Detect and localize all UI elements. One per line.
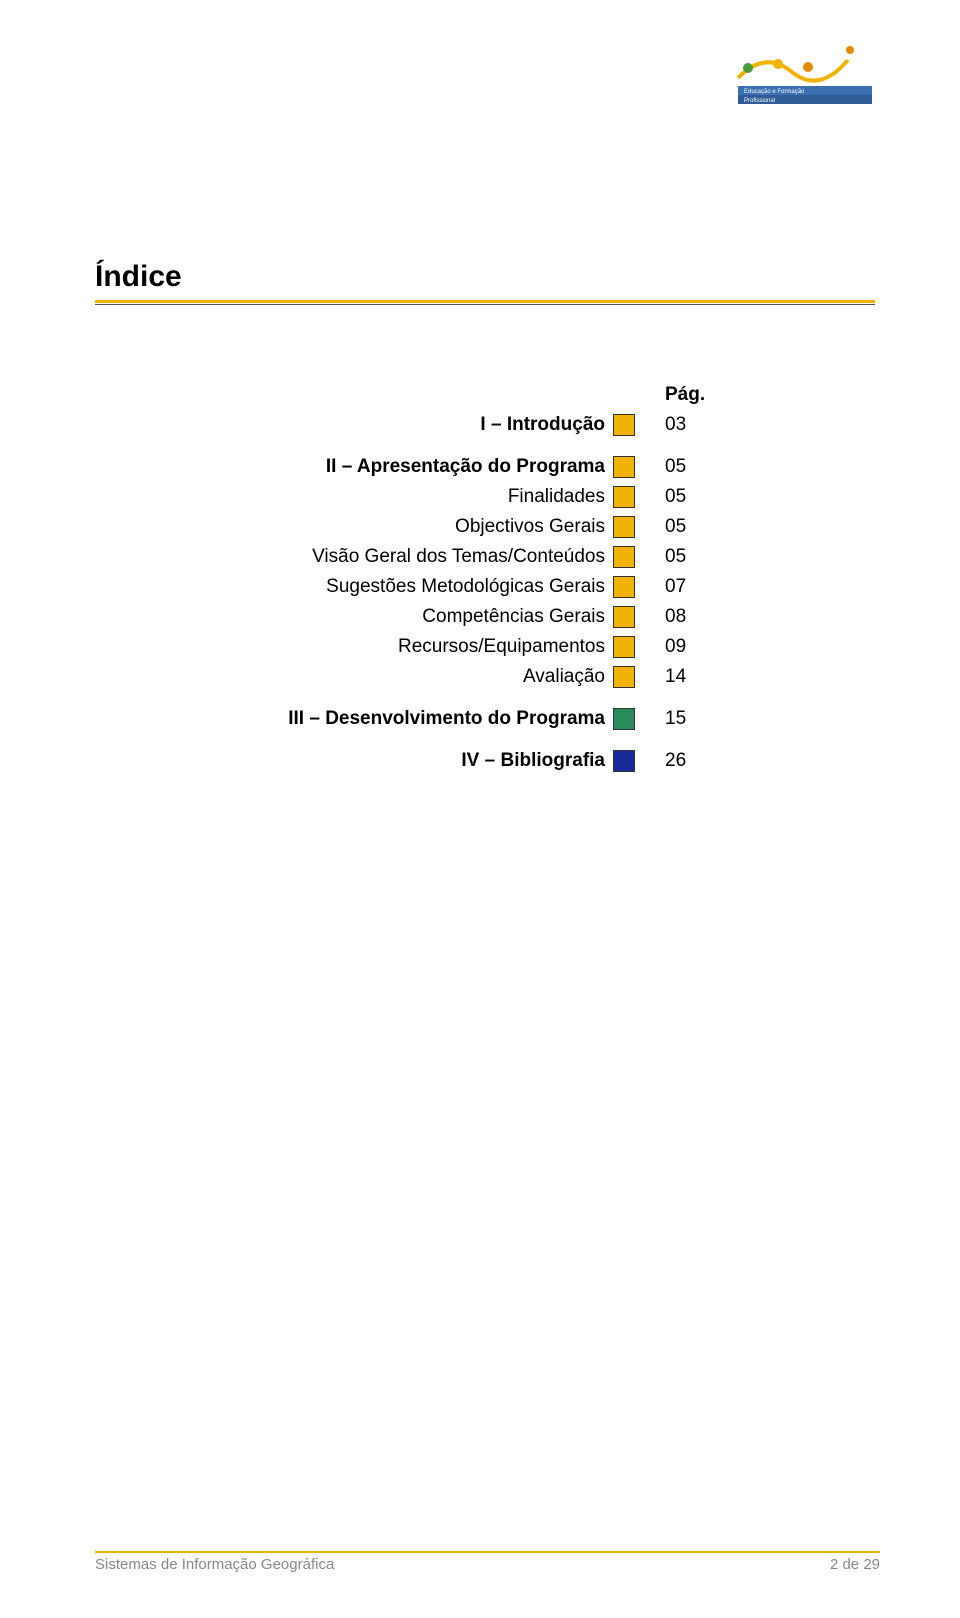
toc-page-number: 03 xyxy=(665,410,725,440)
toc-page-number: 09 xyxy=(665,632,725,662)
toc-page-number: 07 xyxy=(665,572,725,602)
toc-label: Competências Gerais xyxy=(422,606,611,628)
toc-page-header: Pág. xyxy=(665,380,725,410)
toc-spacer xyxy=(665,440,725,452)
toc-spacer xyxy=(288,440,635,452)
toc-spacer xyxy=(665,734,725,746)
toc-page-number: 15 xyxy=(665,704,725,734)
toc-row: Competências Gerais xyxy=(288,602,635,632)
toc-row: Objectivos Gerais xyxy=(288,512,635,542)
toc-color-marker xyxy=(613,456,635,478)
toc-row: I – Introdução xyxy=(288,410,635,440)
toc-color-marker xyxy=(613,708,635,730)
toc-label: II – Apresentação do Programa xyxy=(326,456,611,478)
underline-secondary xyxy=(95,304,875,305)
logo-icon: Educação e Formação Profissional xyxy=(730,40,880,110)
footer-left: Sistemas de Informação Geográfica xyxy=(95,1556,334,1573)
toc-spacer xyxy=(288,734,635,746)
toc-label: Finalidades xyxy=(508,486,611,508)
toc-color-marker xyxy=(613,486,635,508)
footer: Sistemas de Informação Geográfica 2 de 2… xyxy=(95,1551,880,1573)
toc-label: Avaliação xyxy=(523,666,611,688)
toc-color-marker xyxy=(613,606,635,628)
toc-row: Finalidades xyxy=(288,482,635,512)
header-logo: Educação e Formação Profissional xyxy=(730,40,880,110)
toc-row: Sugestões Metodológicas Gerais xyxy=(288,572,635,602)
toc-label: III – Desenvolvimento do Programa xyxy=(288,708,611,730)
toc-label: Recursos/Equipamentos xyxy=(398,636,611,658)
toc-label: I – Introdução xyxy=(480,414,611,436)
toc-page-number: 14 xyxy=(665,662,725,692)
toc-spacer xyxy=(288,692,635,704)
toc-color-marker xyxy=(613,546,635,568)
toc-color-marker xyxy=(613,576,635,598)
footer-line xyxy=(95,1551,880,1553)
toc-row: Avaliação xyxy=(288,662,635,692)
toc-pages-column: Pág. 0305050505070809141526 xyxy=(665,380,725,776)
toc-color-marker xyxy=(613,636,635,658)
toc-label: Sugestões Metodológicas Gerais xyxy=(326,576,611,598)
toc-label: Objectivos Gerais xyxy=(455,516,611,538)
toc-labels-column: I – Introdução II – Apresentação do Progr… xyxy=(288,380,635,776)
toc-label: IV – Bibliografia xyxy=(461,750,611,772)
toc-page-number: 05 xyxy=(665,512,725,542)
toc-color-marker xyxy=(613,414,635,436)
svg-text:Profissional: Profissional xyxy=(744,98,775,104)
toc-color-marker xyxy=(613,666,635,688)
title-underline xyxy=(95,300,875,304)
toc-label: Visão Geral dos Temas/Conteúdos xyxy=(312,546,611,568)
toc-color-marker xyxy=(613,750,635,772)
svg-text:Educação e Formação: Educação e Formação xyxy=(744,89,805,95)
toc-color-marker xyxy=(613,516,635,538)
toc-row: Visão Geral dos Temas/Conteúdos xyxy=(288,542,635,572)
toc-page-number: 05 xyxy=(665,482,725,512)
toc-page-number: 26 xyxy=(665,746,725,776)
toc-row: III – Desenvolvimento do Programa xyxy=(288,704,635,734)
toc-page-number: 08 xyxy=(665,602,725,632)
toc-page-number: 05 xyxy=(665,452,725,482)
page-title: Índice xyxy=(95,260,182,294)
footer-right: 2 de 29 xyxy=(830,1556,880,1573)
toc-row: Recursos/Equipamentos xyxy=(288,632,635,662)
toc-spacer xyxy=(665,692,725,704)
toc-row: II – Apresentação do Programa xyxy=(288,452,635,482)
toc-row: IV – Bibliografia xyxy=(288,746,635,776)
toc-page-number: 05 xyxy=(665,542,725,572)
underline-primary xyxy=(95,300,875,303)
